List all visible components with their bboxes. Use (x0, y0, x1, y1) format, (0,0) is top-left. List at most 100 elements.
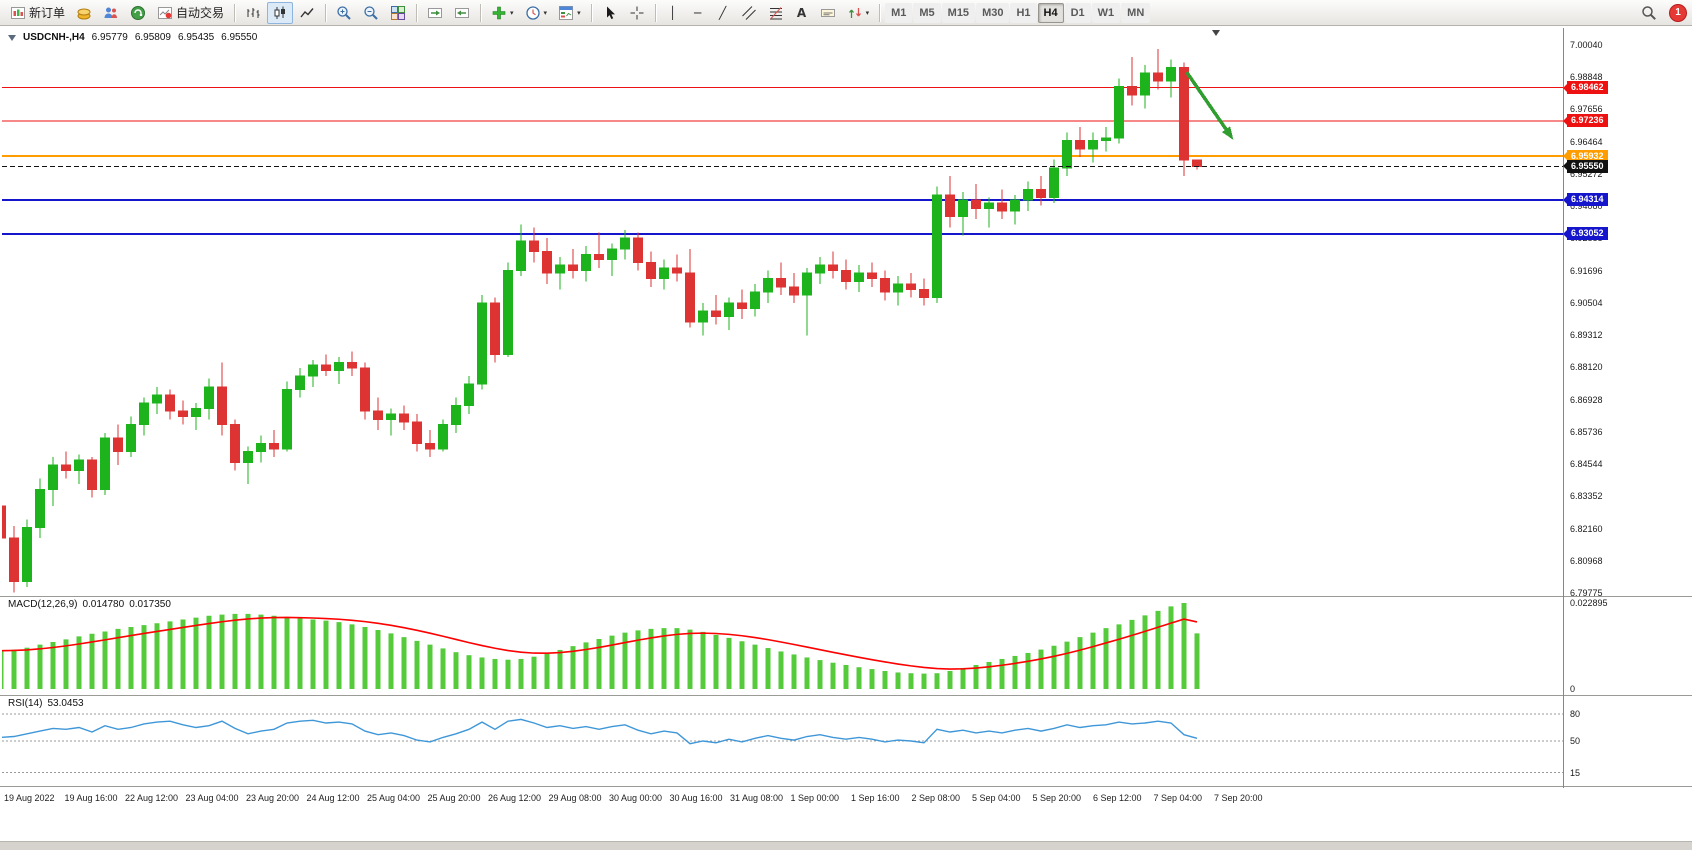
timeframe-m30-button[interactable]: M30 (976, 2, 1010, 23)
price-axis-label: 6.91696 (1570, 265, 1603, 276)
candle-body (256, 443, 266, 453)
chart-shift-button[interactable] (449, 2, 475, 24)
timeframe-d1-button[interactable]: D1 (1064, 2, 1091, 23)
time-axis-label: 5 Sep 04:00 (972, 793, 1021, 803)
line-chart-icon (299, 5, 315, 21)
candle-body (139, 402, 149, 426)
candle-body (399, 413, 409, 423)
rsi-axis-level: 15 (1570, 767, 1581, 778)
one-click-trading-toggle[interactable] (8, 34, 16, 41)
new-order-button[interactable]: 新订单 (5, 2, 70, 24)
crosshair-button[interactable] (624, 2, 650, 24)
cursor-button[interactable] (597, 2, 623, 24)
candle-body (1192, 159, 1202, 167)
arrows-tool-button[interactable]: ▾ (842, 2, 875, 24)
candle-body (2, 505, 6, 539)
trend-arrow-head (1221, 126, 1234, 140)
rsi-axis-level: 80 (1570, 709, 1581, 719)
bar-chart-button[interactable] (240, 2, 266, 24)
price-axis[interactable]: 7.000406.988486.976566.964646.952726.940… (1563, 28, 1692, 793)
price-tag: 6.97236 (1563, 114, 1608, 128)
rsi-name: RSI(14) (8, 698, 43, 709)
search-button[interactable] (1636, 2, 1662, 24)
text-tool-button[interactable]: A (790, 2, 814, 24)
time-axis-label: 25 Aug 20:00 (427, 793, 481, 803)
price-axis-label: 6.96464 (1570, 136, 1603, 147)
chart-shift-icon (454, 5, 470, 21)
notification-badge[interactable]: 1 (1669, 3, 1687, 22)
text-label-tool-button[interactable] (815, 2, 841, 24)
macd-signal-line (2, 616, 1198, 670)
time-axis-label: 30 Aug 16:00 (669, 793, 723, 803)
trendline-tool-button[interactable]: ╱ (711, 2, 735, 24)
trend-arrow-annotation[interactable] (1185, 71, 1231, 135)
candle-body (620, 237, 630, 250)
text-icon: A (796, 5, 807, 20)
templates-button[interactable]: ▾ (553, 2, 586, 24)
horizontal-line-icon: ─ (693, 5, 702, 20)
candle-body (971, 199, 981, 209)
price-axis-label: 6.84544 (1570, 459, 1603, 470)
chart-window: USDCNH-,H4 6.95779 6.95809 6.95435 6.955… (0, 26, 1692, 850)
pane-divider[interactable] (0, 596, 1692, 597)
main-chart-canvas[interactable] (2, 28, 1563, 596)
candle-body (854, 272, 864, 282)
candle-body (997, 202, 1007, 212)
zoom-in-button[interactable] (331, 2, 357, 24)
candle-body (1023, 188, 1033, 201)
candle-body (126, 424, 136, 453)
candle-body (906, 283, 916, 290)
price-tag: 6.98462 (1563, 81, 1608, 95)
price-tag: 6.94314 (1563, 193, 1608, 207)
candle-body (1114, 86, 1124, 139)
line-chart-button[interactable] (294, 2, 320, 24)
mql-vps-button[interactable] (125, 2, 151, 24)
tim eframe-w1-button[interactable]: W1 (1091, 2, 1121, 23)
candle-body (802, 272, 812, 296)
time-axis[interactable]: 19 Aug 2022 19 Aug 16:00 22 Aug 12:00 23 Au… (0, 788, 1563, 814)
indicators-add-icon (491, 5, 507, 21)
timeframe-m5-button[interactable]: M5 (913, 2, 941, 23)
candle-body (685, 272, 695, 323)
candle-body (880, 278, 890, 293)
timeframe-m1-button[interactable]: M1 (885, 2, 913, 23)
autotrading-label: 自动交易 (176, 6, 225, 20)
tile-windows-button[interactable] (385, 2, 411, 24)
periods-button[interactable]: ▾ (520, 2, 553, 24)
pane-divider[interactable] (0, 695, 1692, 696)
macd-canvas[interactable] (2, 597, 1563, 695)
price-tag-notch (1563, 195, 1567, 204)
macd-label: MACD(12,26,9) 0.014780 0.017350 (8, 599, 176, 610)
mql-market-button[interactable] (71, 2, 97, 24)
mql-vps-icon (130, 5, 146, 21)
zoom-out-button[interactable] (358, 2, 384, 24)
indicators-button[interactable]: ▾ (486, 2, 519, 24)
timeframe-m15-button[interactable]: M15 (941, 2, 976, 23)
candle-body (282, 389, 292, 450)
pane-divider[interactable] (0, 786, 1692, 787)
candle-body (1166, 67, 1176, 82)
chart-ohlc-header: USDCNH-,H4 6.95779 6.95809 6.95435 6.955… (8, 32, 257, 43)
mql-signals-button[interactable] (98, 2, 124, 24)
candle-body (74, 459, 84, 472)
macd-value: 0.014780 (82, 599, 125, 610)
timeframe-h4-button[interactable]: H4 (1037, 2, 1064, 23)
fibonacci-tool-button[interactable] (763, 2, 789, 24)
mql-signals-icon (103, 5, 119, 21)
time-axis-label: 6 Sep 12:00 (1093, 793, 1142, 803)
rsi-canvas[interactable] (2, 696, 1563, 786)
time-axis-label: 26 Aug 12:00 (488, 793, 542, 803)
vertical-line-tool-button[interactable]: │ (661, 2, 685, 24)
price-axis-label: 6.98848 (1570, 72, 1603, 83)
price-axis-divider[interactable] (1563, 28, 1564, 788)
timeframe-mn-button[interactable]: MN (1121, 2, 1151, 23)
autotrading-button[interactable]: 自动交易 (152, 2, 229, 24)
chart-shift-marker[interactable] (1212, 30, 1220, 36)
channel-tool-button[interactable] (736, 2, 762, 24)
candlestick-chart-button[interactable] (267, 1, 294, 24)
price-axis-label: 6.97656 (1570, 104, 1603, 115)
auto-scroll-button[interactable] (422, 2, 448, 24)
timeframe-h1-button[interactable]: H1 (1010, 2, 1037, 23)
horizontal-line-tool-button[interactable]: ─ (686, 2, 710, 24)
candle-body (295, 375, 305, 391)
